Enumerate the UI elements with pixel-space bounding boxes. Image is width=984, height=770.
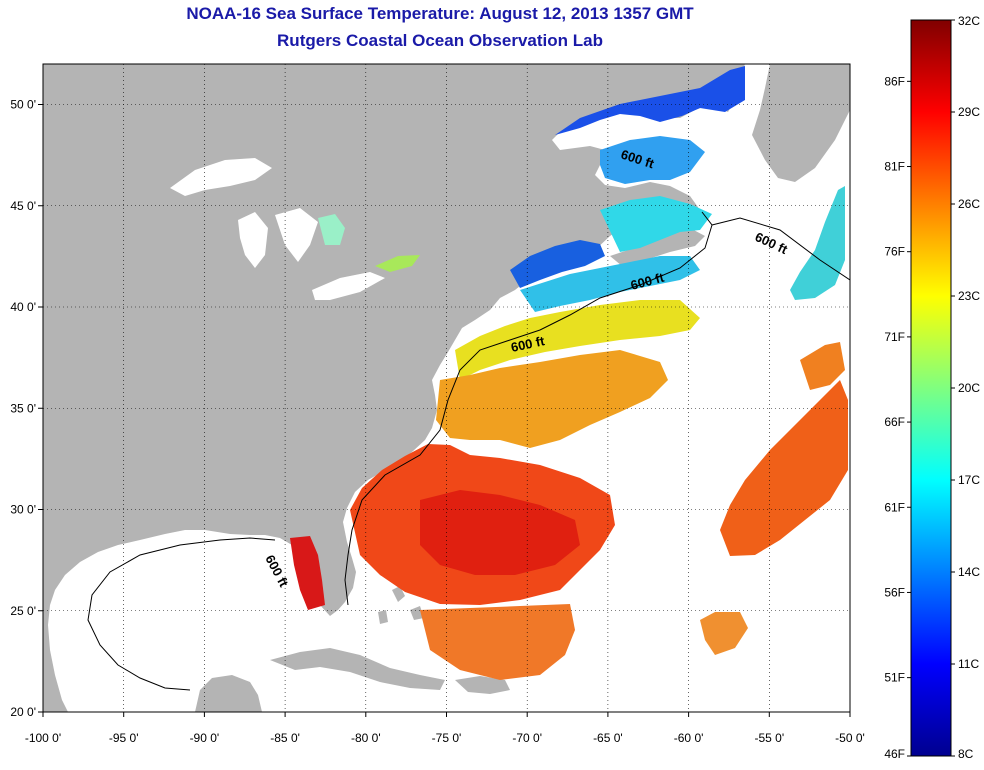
celsius-tick-label: 20C xyxy=(958,381,980,395)
colorbar-gradient xyxy=(910,19,952,757)
map-title: NOAA-16 Sea Surface Temperature: August … xyxy=(186,4,694,23)
celsius-tick-label: 11C xyxy=(958,657,979,671)
y-tick-label: 50 0' xyxy=(10,98,36,112)
fahrenheit-tick-label: 71F xyxy=(884,330,905,344)
celsius-tick-label: 29C xyxy=(958,105,980,119)
fahrenheit-tick-label: 46F xyxy=(884,747,905,761)
x-tick-label: -75 0' xyxy=(432,731,462,745)
land-newfoundland xyxy=(752,64,850,182)
x-tick-label: -55 0' xyxy=(754,731,784,745)
sst-northeast-patch xyxy=(800,342,845,390)
temperature-colorbar: 32C 29C 26C 23C 20C 17C 14C 11C 8C 86F 81F 76F 71F 6… xyxy=(884,14,980,761)
land-yucatan xyxy=(195,675,262,712)
celsius-tick-label: 32C xyxy=(958,14,980,28)
land-bahamas xyxy=(378,586,424,624)
latitude-axis: 50 0' 45 0' 40 0' 35 0' 30 0' 25 0' 20 0' xyxy=(10,98,43,719)
fahrenheit-tick-label: 61F xyxy=(884,500,905,514)
x-tick-label: -70 0' xyxy=(512,731,542,745)
y-tick-label: 35 0' xyxy=(10,401,36,415)
sst-gulf-stream-core xyxy=(420,490,580,575)
sst-gulf-st-lawrence-east xyxy=(600,136,705,184)
fahrenheit-tick-label: 66F xyxy=(884,415,905,429)
sst-florida-west xyxy=(290,536,325,610)
fahrenheit-tick-label: 56F xyxy=(884,585,905,599)
y-tick-label: 25 0' xyxy=(10,604,36,618)
contour-label: 600 ft xyxy=(510,333,547,355)
map-subtitle: Rutgers Coastal Ocean Observation Lab xyxy=(277,31,603,50)
sst-east-grand-banks xyxy=(790,186,845,300)
fahrenheit-tick-label: 81F xyxy=(884,160,905,174)
celsius-scale: 32C 29C 26C 23C 20C 17C 14C 11C 8C xyxy=(951,14,980,761)
contour-600ft xyxy=(87,211,850,691)
sst-gulf-st-lawrence xyxy=(555,66,745,135)
sst-sargasso-southern xyxy=(420,604,575,680)
celsius-tick-label: 8C xyxy=(958,747,974,761)
sst-mid-atlantic-orange xyxy=(436,350,668,448)
y-tick-label: 45 0' xyxy=(10,199,36,213)
sst-scotian-shelf xyxy=(600,196,712,252)
map-panel: 600 ft 600 ft 600 ft 600 ft 600 ft -100 … xyxy=(10,63,865,745)
sst-slope-yellow xyxy=(455,300,700,380)
celsius-tick-label: 23C xyxy=(958,289,980,303)
y-tick-label: 30 0' xyxy=(10,503,36,517)
celsius-tick-label: 14C xyxy=(958,565,980,579)
sst-south-patch xyxy=(700,612,748,655)
great-lakes xyxy=(170,158,420,300)
sst-gulf-of-maine xyxy=(510,240,605,288)
x-tick-label: -85 0' xyxy=(270,731,300,745)
x-tick-label: -90 0' xyxy=(190,731,220,745)
sst-observations xyxy=(290,66,848,680)
x-tick-label: -100 0' xyxy=(25,731,61,745)
land-hispaniola xyxy=(455,676,510,694)
x-tick-label: -80 0' xyxy=(351,731,381,745)
land-cuba xyxy=(270,648,445,690)
fahrenheit-tick-label: 51F xyxy=(884,671,905,685)
celsius-tick-label: 17C xyxy=(958,473,980,487)
land-nova-scotia xyxy=(610,228,705,266)
fahrenheit-tick-label: 86F xyxy=(884,74,905,88)
celsius-tick-label: 26C xyxy=(958,197,980,211)
x-tick-label: -50 0' xyxy=(835,731,865,745)
y-tick-label: 20 0' xyxy=(10,705,36,719)
x-tick-label: -60 0' xyxy=(674,731,704,745)
y-tick-label: 40 0' xyxy=(10,300,36,314)
land-north-america xyxy=(43,64,745,712)
longitude-axis: -100 0' -95 0' -90 0' -85 0' -80 0' -75 0' -70… xyxy=(25,712,865,745)
fahrenheit-scale: 86F 81F 76F 71F 66F 61F 56F 51F 46F xyxy=(884,74,911,761)
sst-northeast-warm xyxy=(720,380,848,556)
x-tick-label: -95 0' xyxy=(109,731,139,745)
x-tick-label: -65 0' xyxy=(593,731,623,745)
fahrenheit-tick-label: 76F xyxy=(884,245,905,259)
sst-georges-bank xyxy=(520,256,700,312)
